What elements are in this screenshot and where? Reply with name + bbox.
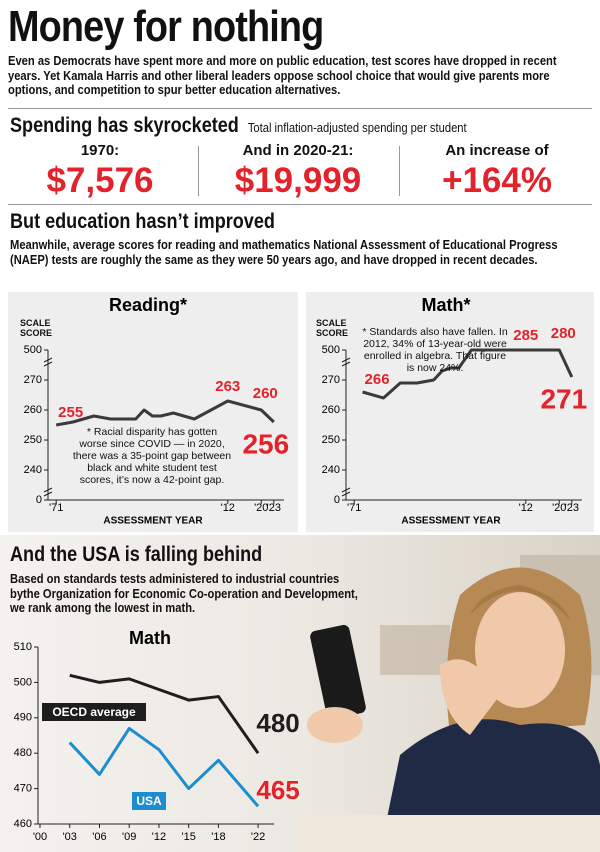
y-axis-label: SCALE SCORE <box>316 318 349 338</box>
y-tick-label: 0 <box>36 494 42 506</box>
y-tick-label: 250 <box>322 434 340 446</box>
legend-label: USA <box>136 794 162 808</box>
data-label: 480 <box>256 708 299 738</box>
divider <box>198 146 199 196</box>
x-tick-label: '15 <box>182 831 196 843</box>
y-tick-label: 240 <box>322 464 340 476</box>
x-tick-label: '18 <box>211 831 225 843</box>
data-label: 280 <box>551 325 576 342</box>
chart-note: * Standards also have fallen. In 2012, 3… <box>362 326 508 374</box>
axis-break <box>341 487 351 497</box>
data-label: 263 <box>215 378 240 395</box>
axis-break <box>43 487 53 497</box>
section-text: Based on standards tests administered to… <box>10 571 358 615</box>
stat-label: An increase of <box>445 142 549 159</box>
series-label-box <box>132 792 166 810</box>
data-label: 465 <box>256 775 299 805</box>
stat-value: $7,576 <box>46 161 154 200</box>
y-tick-label: 480 <box>14 747 32 759</box>
chart-title: Math <box>129 628 171 648</box>
chart-note: * Racial disparity has gotten worse sinc… <box>72 426 232 486</box>
stat: 1970: $7,576 <box>5 142 195 201</box>
x-tick-label: '22 <box>251 831 265 843</box>
x-tick-label: '12 <box>519 502 533 514</box>
data-line <box>55 399 275 427</box>
stat: And in 2020-21: $19,999 <box>203 142 393 201</box>
x-axis-label: ASSESSMENT YEAR <box>103 516 203 527</box>
x-tick-label: '00 <box>33 831 47 843</box>
y-axis-label: SCALE SCORE <box>20 318 53 338</box>
data-line <box>68 726 260 808</box>
x-tick-label: '12 <box>152 831 166 843</box>
data-label: 266 <box>365 371 390 388</box>
x-tick-label: '12 <box>221 502 235 514</box>
data-label: 271 <box>540 383 587 414</box>
y-tick-label: 260 <box>322 404 340 416</box>
y-tick-label: 490 <box>14 712 32 724</box>
stat-value: $19,999 <box>234 161 362 200</box>
stat-value: +164% <box>442 161 552 200</box>
y-tick-label: 250 <box>24 434 42 446</box>
stat-label: And in 2020-21: <box>242 142 354 159</box>
legend-label: OECD average <box>52 705 136 719</box>
series-label-box <box>42 703 146 721</box>
data-label: 260 <box>253 385 278 402</box>
y-tick-label: 510 <box>14 641 32 653</box>
section-title: But education hasn’t improved <box>10 210 275 233</box>
section-text: Meanwhile, average scores for reading an… <box>10 237 558 267</box>
section-subtitle: Total inflation-adjusted spending per st… <box>247 120 467 135</box>
y-tick-label: 0 <box>334 494 340 506</box>
x-tick-label: '71 <box>347 502 361 514</box>
intro: Even as Democrats have spent more and mo… <box>8 53 557 97</box>
section-title: And the USA is falling behind <box>10 543 263 566</box>
y-tick-label: 260 <box>24 404 42 416</box>
y-tick-label: 460 <box>14 818 32 830</box>
chart: Reading* 0 240 250 260 270 500 '71 '12 '20'23 ASSE… <box>8 292 298 532</box>
stat: An increase of +164% <box>402 142 592 201</box>
data-line <box>362 348 574 400</box>
chart-title: Reading* <box>109 295 187 315</box>
axis-break <box>43 357 53 367</box>
x-tick-label: '06 <box>92 831 106 843</box>
y-tick-label: 240 <box>24 464 42 476</box>
data-label: 255 <box>58 404 83 421</box>
x-tick-label: '23 <box>565 502 579 514</box>
axis-break <box>341 357 351 367</box>
stat-label: 1970: <box>80 142 120 159</box>
y-tick-label: 270 <box>24 374 42 386</box>
y-tick-label: 500 <box>14 676 32 688</box>
x-tick-label: '03 <box>63 831 77 843</box>
x-tick-label: '71 <box>49 502 63 514</box>
x-axis-label: ASSESSMENT YEAR <box>401 516 501 527</box>
spending-heading: Spending has skyrocketed Total inflation… <box>10 114 467 138</box>
divider <box>8 204 592 205</box>
divider <box>8 108 592 109</box>
x-tick-label: '09 <box>122 831 136 843</box>
divider <box>399 146 400 196</box>
photo <box>0 535 600 852</box>
data-label: 256 <box>242 428 289 459</box>
x-tick-label: '20 <box>254 502 268 514</box>
y-tick-label: 500 <box>322 344 340 356</box>
y-tick-label: 470 <box>14 783 32 795</box>
y-tick-label: 500 <box>24 344 42 356</box>
x-tick-label: '20 <box>552 502 566 514</box>
x-tick-label: '23 <box>267 502 281 514</box>
chart: Math* 0 240 250 260 270 500 '71 '12 '20'23 ASSESSM… <box>306 292 594 532</box>
data-line <box>69 673 260 755</box>
chart: Math 460 470 480 490 500 510 '00 '03 '06 '09 '12 '15… <box>14 628 300 843</box>
chart-title: Math* <box>422 295 471 315</box>
data-label: 285 <box>513 327 538 344</box>
chart-background <box>8 292 298 532</box>
headline: Money for nothing <box>8 2 324 51</box>
chart-background <box>306 292 594 532</box>
section-title: Spending has skyrocketed <box>10 114 239 137</box>
y-tick-label: 270 <box>322 374 340 386</box>
